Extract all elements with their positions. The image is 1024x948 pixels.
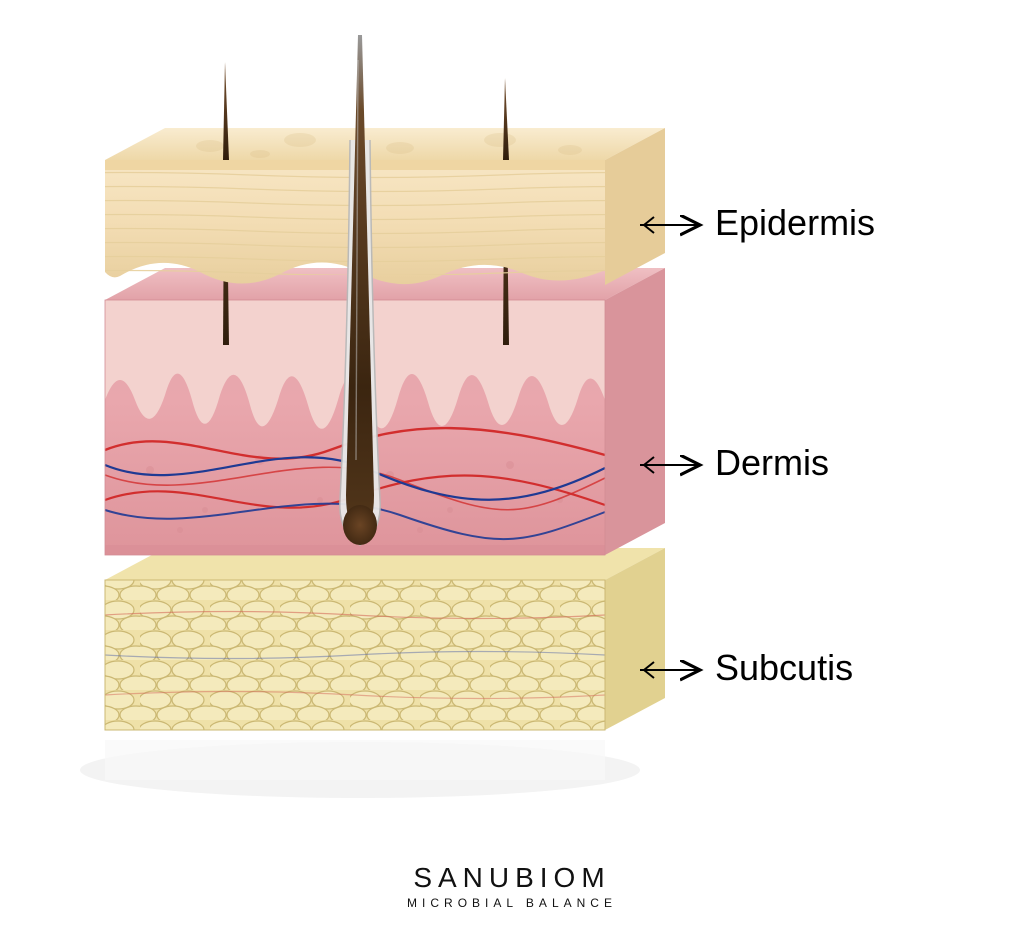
brand-block: SANUBIOM MICROBIAL BALANCE (0, 862, 1024, 910)
label-dermis: Dermis (715, 442, 829, 484)
diagram-stage: Epidermis Dermis Subcutis SANUBIOM MICRO… (0, 0, 1024, 948)
layer-dermis (105, 268, 665, 555)
layer-epidermis (105, 128, 665, 285)
label-epidermis: Epidermis (715, 202, 875, 244)
hair-small-right-tip (503, 78, 509, 160)
brand-tagline: MICROBIAL BALANCE (0, 896, 1024, 910)
layer-subcutis (105, 548, 665, 730)
hair-small-left-tip (223, 62, 229, 160)
skin-layers-diagram (0, 0, 1024, 948)
label-subcutis: Subcutis (715, 647, 853, 689)
brand-name: SANUBIOM (0, 862, 1024, 894)
